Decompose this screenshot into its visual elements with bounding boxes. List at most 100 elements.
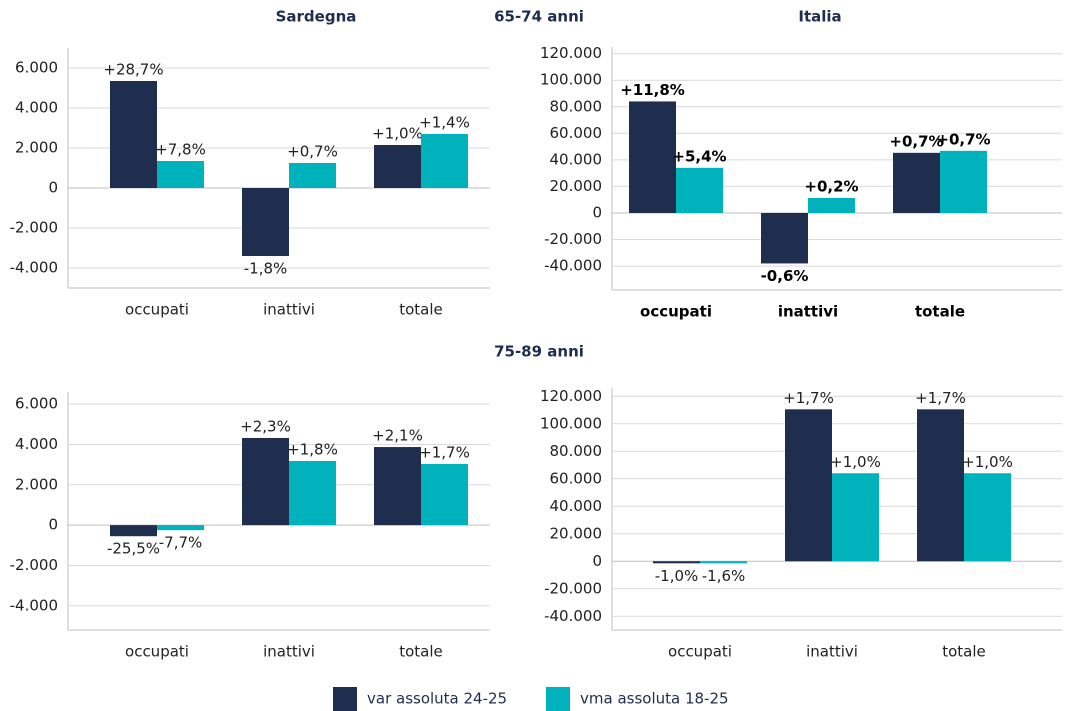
legend-swatch: [333, 687, 357, 711]
y-tick-label: 100.000: [540, 414, 602, 432]
data-label: +5,4%: [672, 147, 726, 165]
y-tick-label: 0: [592, 552, 602, 570]
y-tick-label: 6.000: [15, 59, 58, 77]
y-tick-label: 2.000: [15, 139, 58, 157]
y-tick-label: 4.000: [15, 435, 58, 453]
bar: [917, 409, 964, 562]
data-label: +0,7%: [889, 132, 943, 150]
y-tick-label: -40.000: [544, 257, 602, 275]
data-label: +2,1%: [372, 427, 423, 445]
legend-label: vma assoluta 18-25: [580, 690, 729, 708]
data-label: +1,0%: [372, 125, 423, 143]
bar: [374, 145, 421, 188]
data-label: -25,5%: [107, 540, 160, 558]
x-tick-label: inattivi: [263, 301, 315, 319]
x-tick-label: totale: [942, 643, 986, 661]
bar: [421, 134, 468, 188]
y-tick-label: -4.000: [10, 596, 58, 614]
bar: [785, 409, 832, 562]
y-tick-label: 80.000: [550, 442, 603, 460]
chart-title: Sardegna: [276, 8, 357, 26]
bar: [676, 167, 723, 213]
x-tick-label: totale: [399, 301, 443, 319]
bar: [761, 212, 808, 264]
bar: [374, 447, 421, 526]
y-tick-label: -40.000: [544, 607, 602, 625]
x-tick-label: occupati: [125, 301, 189, 319]
y-tick-label: 0: [48, 516, 58, 534]
x-tick-label: inattivi: [263, 643, 315, 661]
y-tick-label: -20.000: [544, 230, 602, 248]
section-title: 65-74 anni: [494, 8, 584, 26]
legend: var assoluta 24-25 vma assoluta 18-25: [333, 687, 729, 711]
bar: [110, 525, 157, 537]
y-tick-label: -2.000: [10, 556, 58, 574]
y-tick-label: 40.000: [550, 150, 603, 168]
bar: [629, 101, 676, 213]
data-label: +0,7%: [936, 130, 990, 148]
y-tick-label: 60.000: [550, 124, 603, 142]
data-label: +1,7%: [783, 389, 834, 407]
bar: [700, 561, 747, 564]
y-tick-label: 20.000: [550, 177, 603, 195]
y-tick-label: 6.000: [15, 395, 58, 413]
legend-label: var assoluta 24-25: [367, 690, 507, 708]
y-tick-label: -2.000: [10, 219, 58, 237]
data-label: -1,8%: [244, 260, 288, 278]
x-tick-label: inattivi: [806, 643, 858, 661]
bar: [421, 464, 468, 526]
y-tick-label: 60.000: [550, 469, 603, 487]
x-tick-label: totale: [915, 303, 965, 321]
bar: [289, 163, 336, 188]
section-title: 75-89 anni: [494, 343, 584, 361]
data-label: +1,7%: [419, 444, 470, 462]
data-label: +1,0%: [830, 453, 881, 471]
data-label: +1,8%: [287, 440, 338, 458]
bar: [653, 561, 700, 564]
legend-swatch: [546, 687, 570, 711]
data-label: +7,8%: [155, 141, 206, 159]
data-label: +28,7%: [103, 61, 163, 79]
y-tick-label: 120.000: [540, 387, 602, 405]
data-label: +0,2%: [804, 177, 858, 195]
y-tick-label: 0: [48, 179, 58, 197]
chart: -4.000 -2.000 0 2.000 4.000 6.000 occupati -25,…: [10, 392, 490, 661]
bar: [964, 473, 1011, 562]
y-tick-label: 40.000: [550, 497, 603, 515]
y-tick-label: 100.000: [540, 71, 602, 89]
chart: -4.000 -2.000 0 2.000 4.000 6.000 occupati +28,…: [10, 48, 490, 319]
data-label: -0,6%: [761, 267, 809, 285]
chart-title: Italia: [798, 8, 841, 26]
bar: [808, 197, 855, 213]
y-tick-label: -4.000: [10, 259, 58, 277]
data-label: +1,0%: [962, 453, 1013, 471]
x-tick-label: totale: [399, 643, 443, 661]
bar: [893, 152, 940, 213]
bar: [242, 188, 289, 256]
data-label: +0,7%: [287, 143, 338, 161]
y-tick-label: -20.000: [544, 579, 602, 597]
y-tick-label: 0: [592, 203, 602, 221]
x-tick-label: occupati: [668, 643, 732, 661]
bar: [940, 150, 987, 213]
x-tick-label: occupati: [125, 643, 189, 661]
x-tick-label: inattivi: [778, 303, 838, 321]
bar: [289, 460, 336, 526]
chart: -40.000 -20.000 0 20.000 40.000 60.000 80.000 1…: [540, 387, 1062, 661]
data-label: -7,7%: [159, 534, 203, 552]
data-label: +11,8%: [620, 81, 685, 99]
y-tick-label: 4.000: [15, 99, 58, 117]
data-label: +1,7%: [915, 389, 966, 407]
bar: [242, 437, 289, 526]
bar: [157, 525, 204, 531]
data-label: +1,4%: [419, 114, 470, 132]
bar: [832, 473, 879, 562]
y-tick-label: 120.000: [540, 44, 602, 62]
y-tick-label: 2.000: [15, 475, 58, 493]
y-tick-label: 20.000: [550, 524, 603, 542]
data-label: -1,6%: [702, 567, 746, 585]
x-tick-label: occupati: [640, 303, 712, 321]
y-tick-label: 80.000: [550, 97, 603, 115]
data-label: +2,3%: [240, 417, 291, 435]
